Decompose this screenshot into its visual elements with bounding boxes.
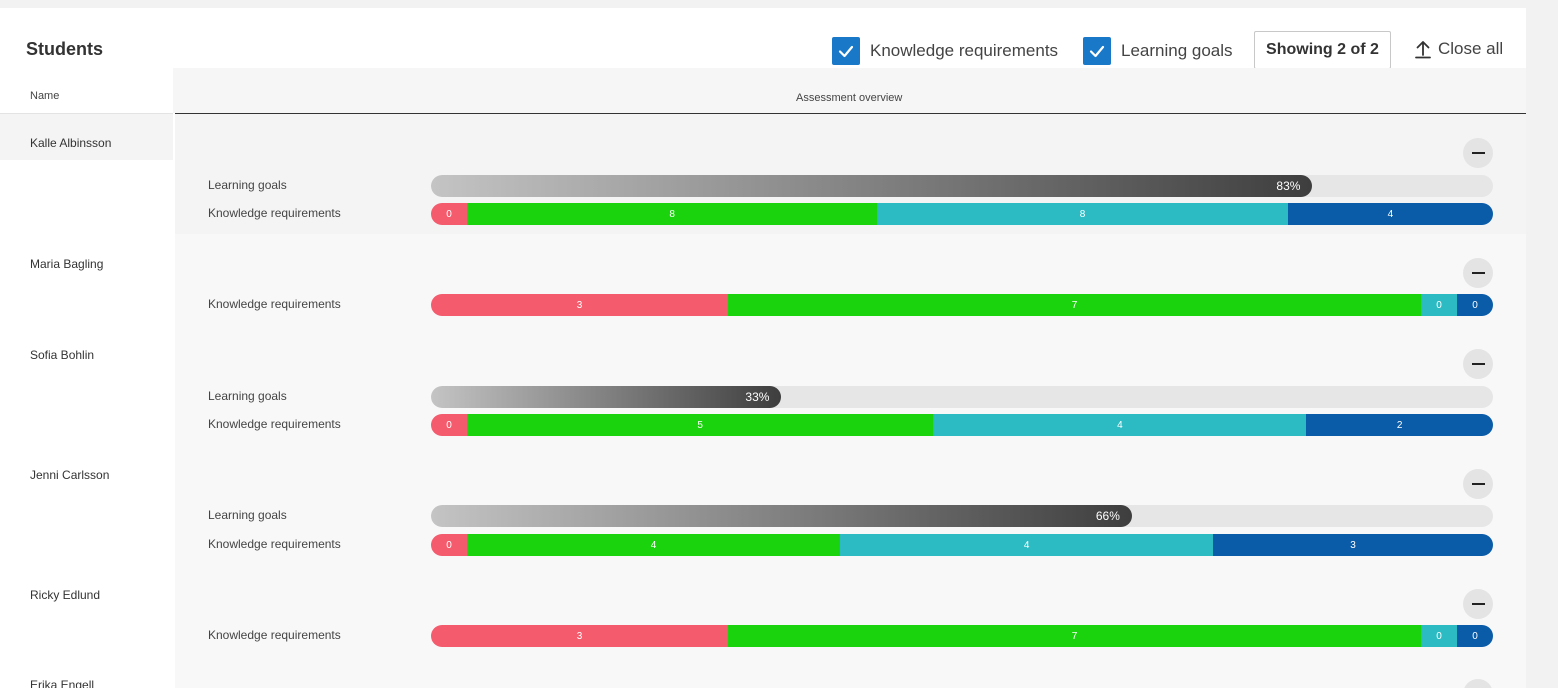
learning-goals-label[interactable]: Learning goals <box>1121 41 1233 60</box>
kr-segment-red: 0 <box>431 414 467 436</box>
student-name[interactable]: Sofia Bohlin <box>30 348 95 362</box>
kr-segment-red: 3 <box>431 625 728 647</box>
collapse-button[interactable] <box>1463 258 1493 288</box>
kr-segment-green: 8 <box>467 203 878 225</box>
knowledge-requirements-row-label: Knowledge requirements <box>208 628 341 642</box>
learning-goals-row-label: Learning goals <box>208 389 287 403</box>
check-icon <box>838 45 854 58</box>
learning-goals-fill: 83% <box>431 175 1313 197</box>
minus-icon <box>1471 363 1485 365</box>
kr-segment-red: 0 <box>431 203 467 225</box>
kr-segment-green: 5 <box>467 414 934 436</box>
check-icon <box>1089 45 1105 58</box>
kr-segment-red: 0 <box>431 534 467 556</box>
student-name[interactable]: Jenni Carlsson <box>30 468 110 482</box>
overview-column-header: Assessment overview <box>796 92 903 104</box>
minus-icon <box>1471 603 1485 605</box>
collapse-button[interactable] <box>1463 349 1493 379</box>
kr-segment-teal: 0 <box>1421 294 1457 316</box>
student-name[interactable]: Maria Bagling <box>30 257 104 271</box>
kr-segment-green: 7 <box>728 294 1421 316</box>
knowledge-requirements-label[interactable]: Knowledge requirements <box>870 41 1059 60</box>
upload-arrow-icon <box>1415 41 1431 59</box>
collapse-button[interactable] <box>1463 138 1493 168</box>
kr-segment-blue: 0 <box>1457 625 1493 647</box>
knowledge-requirements-row-label: Knowledge requirements <box>208 417 341 431</box>
student-name[interactable]: Erika Engell <box>30 678 95 688</box>
student-name[interactable]: Kalle Albinsson <box>30 136 112 150</box>
kr-segment-teal: 4 <box>933 414 1307 436</box>
names-column: Name <box>0 68 173 688</box>
kr-segment-blue: 2 <box>1306 414 1493 436</box>
minus-icon <box>1471 152 1485 154</box>
knowledge-requirements-checkbox[interactable] <box>832 37 860 65</box>
knowledge-requirements-row-label: Knowledge requirements <box>208 206 341 220</box>
learning-goals-fill: 66% <box>431 505 1132 527</box>
learning-goals-percent: 33% <box>745 390 770 404</box>
collapse-button[interactable] <box>1463 589 1493 619</box>
learning-goals-bar: 66% <box>431 505 1493 527</box>
collapse-button[interactable] <box>1463 679 1493 688</box>
student-name[interactable]: Ricky Edlund <box>30 588 101 602</box>
header-divider <box>175 113 1526 114</box>
close-all-button[interactable]: Close all <box>1414 39 1503 59</box>
close-all-label: Close all <box>1438 39 1504 58</box>
kr-segment-blue: 3 <box>1213 534 1493 556</box>
kr-segment-red: 3 <box>431 294 728 316</box>
showing-count-button[interactable]: Showing 2 of 2 <box>1254 31 1391 69</box>
learning-goals-percent: 83% <box>1276 179 1301 193</box>
learning-goals-bar: 33% <box>431 386 1493 408</box>
learning-goals-row-label: Learning goals <box>208 178 287 192</box>
learning-goals-checkbox[interactable] <box>1083 37 1111 65</box>
kr-segment-teal: 0 <box>1421 625 1457 647</box>
kr-segment-green: 7 <box>728 625 1421 647</box>
kr-segment-green: 4 <box>467 534 841 556</box>
collapse-button[interactable] <box>1463 469 1493 499</box>
knowledge-requirements-row-label: Knowledge requirements <box>208 537 341 551</box>
learning-goals-bar: 83% <box>431 175 1493 197</box>
kr-segment-blue: 0 <box>1457 294 1493 316</box>
kr-segment-teal: 8 <box>877 203 1288 225</box>
kr-segment-teal: 4 <box>840 534 1214 556</box>
learning-goals-percent: 66% <box>1095 509 1120 523</box>
minus-icon <box>1471 483 1485 485</box>
minus-icon <box>1471 272 1485 274</box>
names-header-divider <box>0 113 173 114</box>
knowledge-requirements-row-label: Knowledge requirements <box>208 297 341 311</box>
selected-name-background <box>0 114 173 160</box>
learning-goals-row-label: Learning goals <box>208 508 287 522</box>
name-column-header[interactable]: Name <box>30 90 60 102</box>
page-title: Students <box>26 39 104 59</box>
overview-header-bar <box>173 68 1526 113</box>
toolbar: Knowledge requirements Learning goals Sh… <box>0 8 1526 78</box>
learning-goals-fill: 33% <box>431 386 782 408</box>
kr-segment-blue: 4 <box>1287 203 1493 225</box>
